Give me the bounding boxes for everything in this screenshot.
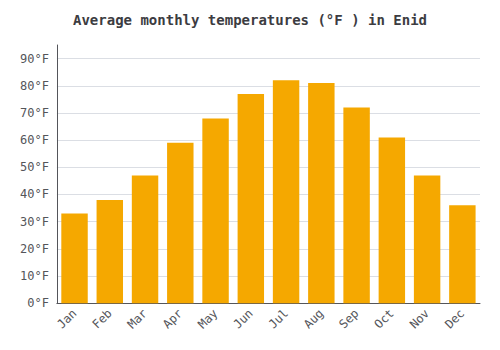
svg-text:70°F: 70°F <box>20 106 49 120</box>
svg-text:10°F: 10°F <box>20 269 49 283</box>
svg-text:Apr: Apr <box>160 306 185 331</box>
svg-text:Jul: Jul <box>266 306 291 331</box>
svg-text:Average monthly temperatures (: Average monthly temperatures (°F ) in En… <box>73 12 427 28</box>
svg-text:40°F: 40°F <box>20 187 49 201</box>
svg-text:May: May <box>195 306 220 331</box>
svg-text:20°F: 20°F <box>20 242 49 256</box>
svg-text:90°F: 90°F <box>20 52 49 66</box>
svg-text:Jan: Jan <box>54 306 79 331</box>
svg-text:Feb: Feb <box>90 306 115 331</box>
svg-text:Mar: Mar <box>125 306 150 331</box>
svg-text:Jun: Jun <box>231 306 256 331</box>
svg-text:50°F: 50°F <box>20 160 49 174</box>
svg-text:Nov: Nov <box>407 306 432 331</box>
svg-text:Aug: Aug <box>301 306 326 331</box>
svg-text:Dec: Dec <box>442 306 467 331</box>
svg-text:60°F: 60°F <box>20 133 49 147</box>
svg-text:30°F: 30°F <box>20 215 49 229</box>
svg-text:Sep: Sep <box>336 306 361 331</box>
svg-text:80°F: 80°F <box>20 79 49 93</box>
svg-text:0°F: 0°F <box>27 296 49 310</box>
svg-text:Oct: Oct <box>372 306 397 331</box>
